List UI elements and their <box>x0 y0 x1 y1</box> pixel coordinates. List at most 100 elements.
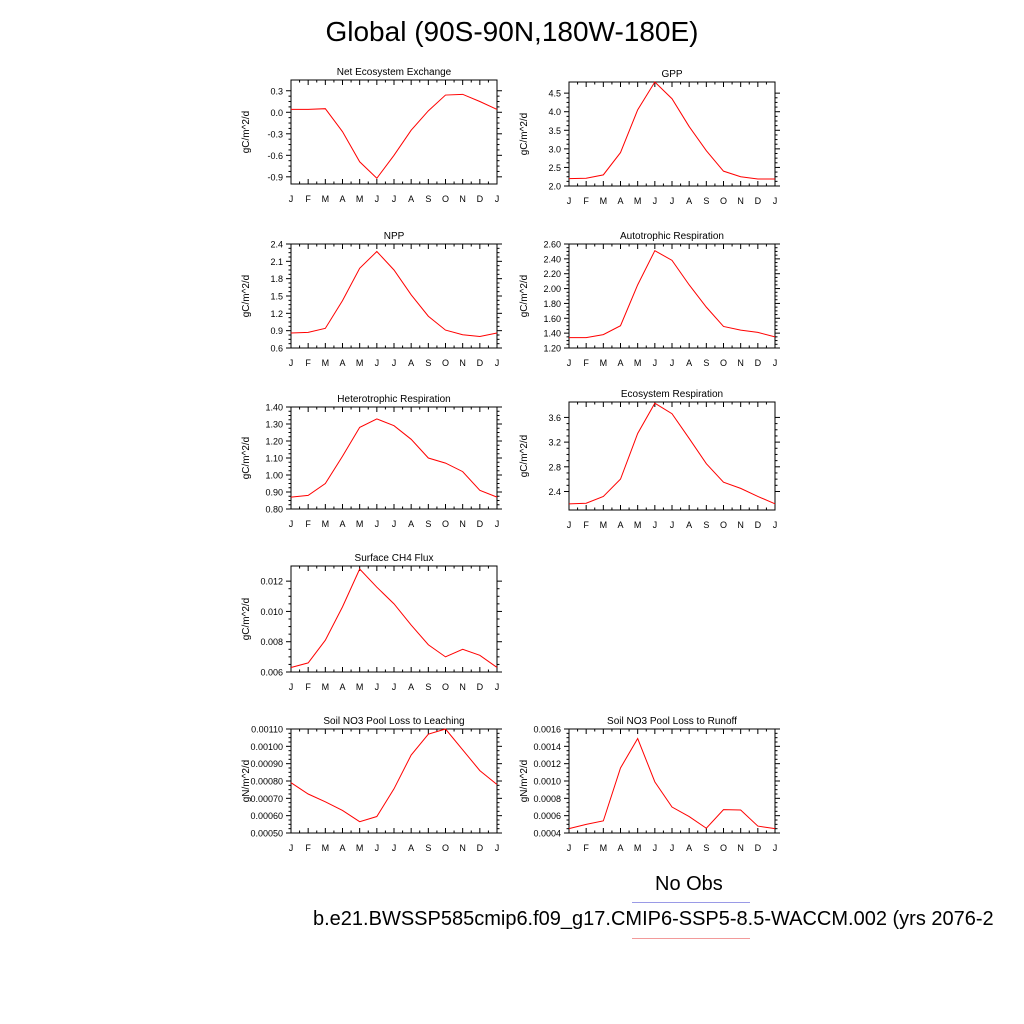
x-tick-label: J <box>392 843 397 853</box>
x-tick-label: M <box>634 358 642 368</box>
y-tick-label: 1.40 <box>543 329 561 339</box>
y-tick-label: 4.5 <box>548 89 561 99</box>
x-tick-label: M <box>356 194 364 204</box>
y-tick-label: 0.00070 <box>250 794 283 804</box>
x-tick-label: J <box>653 520 658 530</box>
y-tick-label: 2.4 <box>270 240 283 250</box>
x-tick-label: J <box>567 358 572 368</box>
x-tick-label: M <box>356 519 364 529</box>
x-tick-label: D <box>477 682 484 692</box>
x-tick-label: S <box>703 358 709 368</box>
x-tick-label: F <box>583 843 589 853</box>
x-tick-label: J <box>289 194 294 204</box>
y-tick-label: 0.00080 <box>250 777 283 787</box>
x-tick-label: M <box>322 519 330 529</box>
x-tick-label: J <box>289 682 294 692</box>
x-tick-label: D <box>755 843 762 853</box>
x-tick-label: J <box>670 520 675 530</box>
y-tick-label: 0.00100 <box>250 742 283 752</box>
x-tick-label: A <box>617 196 623 206</box>
x-tick-label: D <box>755 520 762 530</box>
plot-frame <box>290 565 498 673</box>
x-tick-label: J <box>773 196 778 206</box>
x-tick-label: N <box>459 682 466 692</box>
x-tick-label: A <box>686 196 692 206</box>
x-tick-label: J <box>567 196 572 206</box>
x-tick-label: O <box>442 194 449 204</box>
series-line <box>568 81 775 180</box>
x-tick-label: J <box>392 194 397 204</box>
x-tick-label: F <box>583 520 589 530</box>
x-tick-label: A <box>617 843 623 853</box>
x-tick-label: J <box>375 682 380 692</box>
x-tick-label: J <box>375 194 380 204</box>
y-axis-label: gN/m^2/d <box>241 760 252 803</box>
y-tick-label: 0.006 <box>260 668 283 678</box>
x-tick-label: A <box>408 194 414 204</box>
series-line <box>568 402 776 505</box>
y-axis-label: gC/m^2/d <box>241 437 252 480</box>
x-tick-label: J <box>392 358 397 368</box>
y-axis-label: gC/m^2/d <box>241 275 252 318</box>
y-tick-label: -0.3 <box>267 129 283 139</box>
y-tick-label: 1.20 <box>543 344 561 354</box>
y-tick-label: 0.010 <box>260 607 283 617</box>
y-tick-label: 3.2 <box>548 438 561 448</box>
x-tick-label: F <box>583 196 589 206</box>
x-tick-label: A <box>686 843 692 853</box>
x-tick-label: D <box>477 194 484 204</box>
x-tick-label: S <box>425 682 431 692</box>
y-tick-label: 0.00110 <box>251 725 283 735</box>
y-tick-label: 0.0012 <box>533 759 561 769</box>
x-tick-label: A <box>617 520 623 530</box>
x-tick-label: O <box>720 196 727 206</box>
y-tick-label: 2.8 <box>548 462 561 472</box>
y-tick-label: 1.80 <box>543 299 561 309</box>
x-tick-label: M <box>634 520 642 530</box>
x-tick-label: S <box>425 843 431 853</box>
y-tick-label: 2.40 <box>543 254 561 264</box>
x-tick-label: N <box>737 843 744 853</box>
x-tick-label: J <box>567 520 572 530</box>
x-tick-label: D <box>477 519 484 529</box>
y-tick-label: 0.0014 <box>533 742 561 752</box>
plot-frame <box>290 243 498 349</box>
x-tick-label: S <box>425 358 431 368</box>
x-tick-label: S <box>425 194 431 204</box>
x-tick-label: F <box>305 194 311 204</box>
legend-model-line <box>632 938 750 939</box>
x-tick-label: S <box>425 519 431 529</box>
x-tick-label: F <box>305 519 311 529</box>
panel-title: Soil NO3 Pool Loss to Runoff <box>607 716 737 727</box>
panel-title: NPP <box>384 231 405 242</box>
x-tick-label: A <box>339 358 345 368</box>
panel-title: Surface CH4 Flux <box>355 553 434 564</box>
plot-frame <box>568 81 776 187</box>
x-tick-label: J <box>653 196 658 206</box>
x-tick-label: J <box>495 519 500 529</box>
x-tick-label: M <box>356 358 364 368</box>
y-tick-label: 0.0004 <box>533 829 561 839</box>
panel-title: Autotrophic Respiration <box>620 231 724 242</box>
y-tick-label: 0.6 <box>270 344 283 354</box>
legend-obs-line <box>632 902 750 903</box>
plot-frame <box>568 728 776 834</box>
x-tick-label: J <box>495 682 500 692</box>
y-tick-label: 2.60 <box>543 240 561 250</box>
x-tick-label: M <box>600 358 608 368</box>
x-tick-label: M <box>322 194 330 204</box>
panel-title: Ecosystem Respiration <box>621 389 723 400</box>
x-tick-label: A <box>339 843 345 853</box>
y-axis-label: gN/m^2/d <box>519 760 530 803</box>
x-tick-label: M <box>322 358 330 368</box>
y-tick-label: 1.60 <box>543 314 561 324</box>
x-tick-label: F <box>583 358 589 368</box>
x-tick-label: M <box>600 196 608 206</box>
series-line <box>569 249 776 339</box>
